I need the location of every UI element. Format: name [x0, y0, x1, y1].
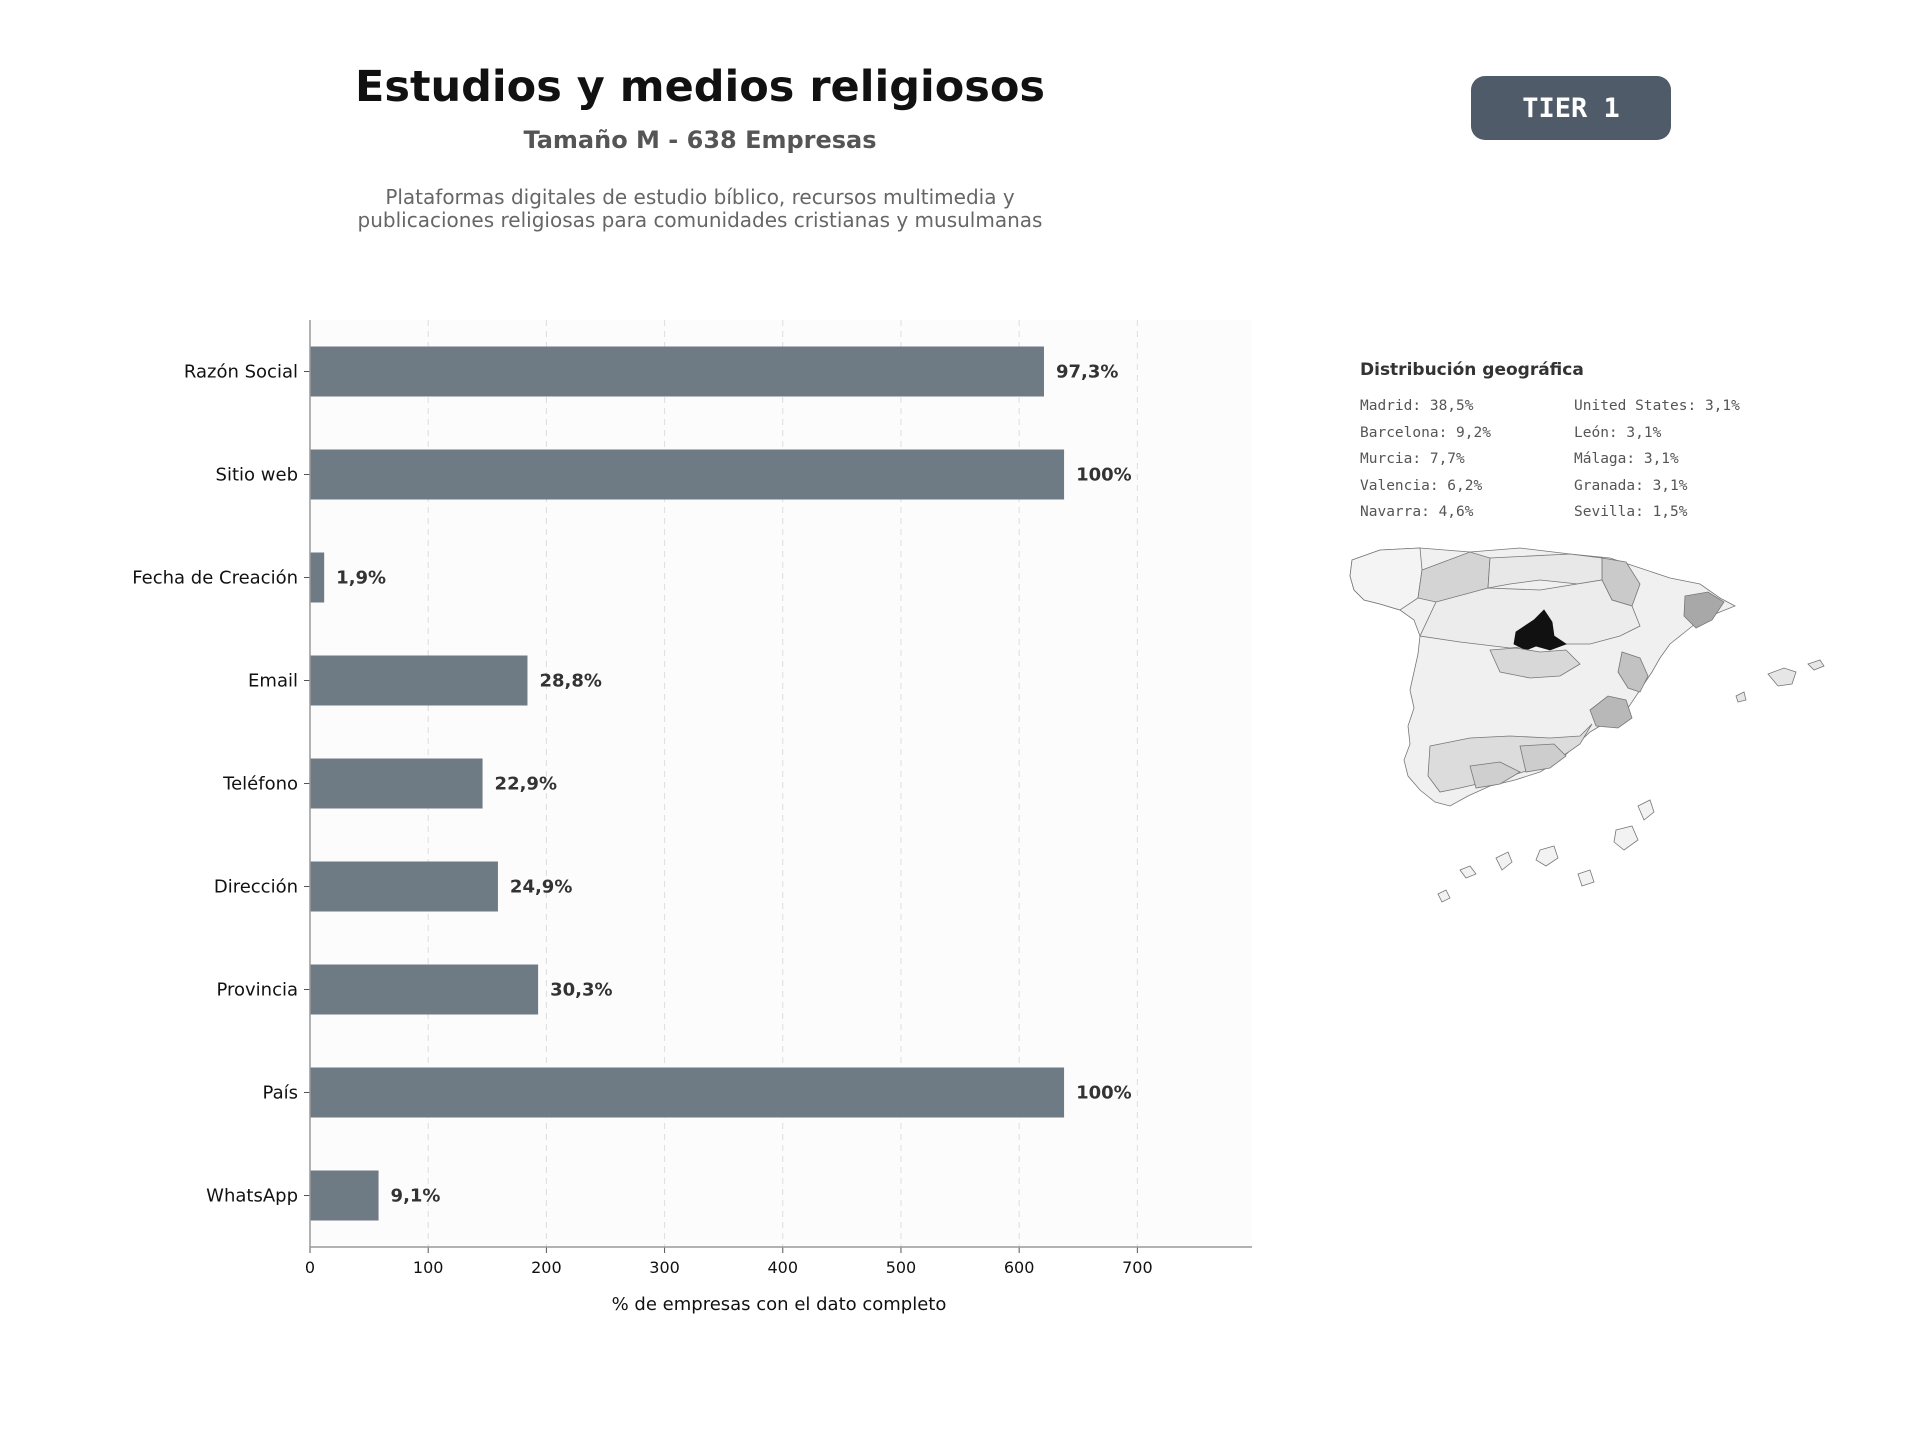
geo-item: Valencia: 6,2%	[1360, 477, 1483, 494]
x-axis-title: % de empresas con el dato completo	[612, 1294, 947, 1315]
bar	[310, 758, 483, 809]
category-label: Teléfono	[222, 774, 298, 795]
bar	[310, 552, 325, 603]
map-baleares-menorca	[1807, 659, 1825, 671]
bar	[310, 346, 1044, 397]
category-label: Provincia	[216, 980, 298, 1001]
map-region-granada	[1519, 743, 1567, 773]
value-label: 24,9%	[510, 877, 572, 898]
geo-title: Distribución geográfica	[1360, 360, 1584, 380]
category-label: País	[263, 1083, 298, 1104]
bar	[310, 449, 1065, 500]
map-region-murcia	[1589, 695, 1633, 729]
x-tick-label: 200	[531, 1258, 562, 1277]
geo-list: Madrid: 38,5% Barcelona: 9,2% Murcia: 7,…	[1360, 398, 1790, 531]
x-tick-label: 0	[305, 1258, 315, 1277]
map-region-valencia	[1617, 651, 1649, 693]
x-tick-label: 100	[413, 1258, 444, 1277]
geo-item: León: 3,1%	[1574, 424, 1662, 441]
map-region-toledo	[1489, 647, 1581, 679]
map-region-barcelona	[1683, 591, 1725, 629]
bar	[310, 964, 539, 1015]
map-baleares-ibiza	[1735, 691, 1747, 703]
x-tick-label: 700	[1122, 1258, 1153, 1277]
map-canarias-3	[1535, 845, 1559, 867]
map-region-galicia	[1349, 547, 1423, 611]
category-label: Sitio web	[216, 465, 298, 486]
bar	[310, 861, 498, 912]
value-label: 1,9%	[336, 568, 386, 589]
geo-item: Málaga: 3,1%	[1574, 451, 1679, 467]
value-label: 9,1%	[391, 1186, 441, 1207]
map-canarias-1	[1459, 865, 1477, 879]
description-line-2: publicaciones religiosas para comunidade…	[357, 208, 1043, 232]
page-title: Estudios y medios religiosos	[355, 62, 1045, 112]
spain-map	[1349, 547, 1825, 903]
map-region-madrid	[1513, 609, 1567, 651]
map-canarias-2	[1495, 851, 1513, 871]
geo-item: Sevilla: 1,5%	[1574, 504, 1688, 520]
value-label: 28,8%	[539, 671, 601, 692]
geo-item: United States: 3,1%	[1574, 398, 1740, 414]
bar-chart: 0 100 200 300 400 500 600 700 Razón Social 97,3% S…	[132, 320, 1252, 1315]
x-tick-label: 400	[767, 1258, 798, 1277]
category-label: WhatsApp	[206, 1186, 298, 1207]
page-description: Plataformas digitales de estudio bíblico…	[0, 186, 1400, 232]
value-label: 100%	[1076, 465, 1132, 486]
geo-item: Granada: 3,1%	[1574, 477, 1688, 494]
value-label: 100%	[1076, 1083, 1132, 1104]
geo-item: Madrid: 38,5%	[1360, 398, 1474, 414]
x-tick-label: 500	[886, 1258, 917, 1277]
geo-item: Navarra: 4,6%	[1360, 504, 1474, 520]
tier-badge: TIER 1	[1471, 76, 1671, 140]
description-line-1: Plataformas digitales de estudio bíblico…	[385, 185, 1015, 209]
x-tick-label: 300	[649, 1258, 680, 1277]
bar	[310, 1170, 379, 1221]
category-label: Razón Social	[184, 362, 298, 383]
bar	[310, 1067, 1065, 1118]
map-canarias-4	[1577, 869, 1595, 887]
map-baleares-mallorca	[1767, 667, 1797, 687]
map-canarias-7	[1437, 889, 1451, 903]
geo-item: Murcia: 7,7%	[1360, 451, 1465, 467]
map-canarias-5	[1613, 825, 1639, 851]
x-tick-label: 600	[1004, 1258, 1035, 1277]
map-canarias-6	[1637, 799, 1655, 821]
category-label: Email	[248, 671, 298, 692]
value-label: 97,3%	[1056, 362, 1118, 383]
map-region-malaga	[1469, 761, 1521, 789]
bar	[310, 655, 528, 706]
geo-item: Barcelona: 9,2%	[1360, 424, 1491, 441]
map-region-centro	[1419, 579, 1641, 649]
value-label: 30,3%	[550, 980, 612, 1001]
category-label: Fecha de Creación	[132, 568, 298, 589]
page-subtitle: Tamaño M - 638 Empresas	[523, 126, 877, 154]
category-label: Dirección	[214, 877, 298, 898]
value-label: 22,9%	[495, 774, 557, 795]
